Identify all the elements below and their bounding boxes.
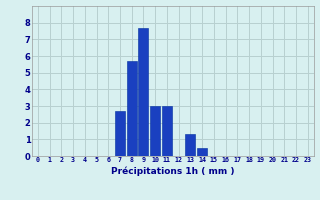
- Bar: [150, 106, 160, 156]
- Bar: [115, 111, 125, 156]
- Bar: [185, 134, 196, 156]
- Bar: [139, 28, 148, 156]
- X-axis label: Précipitations 1h ( mm ): Précipitations 1h ( mm ): [111, 166, 235, 176]
- Bar: [162, 106, 172, 156]
- Bar: [197, 148, 207, 156]
- Bar: [127, 61, 137, 156]
